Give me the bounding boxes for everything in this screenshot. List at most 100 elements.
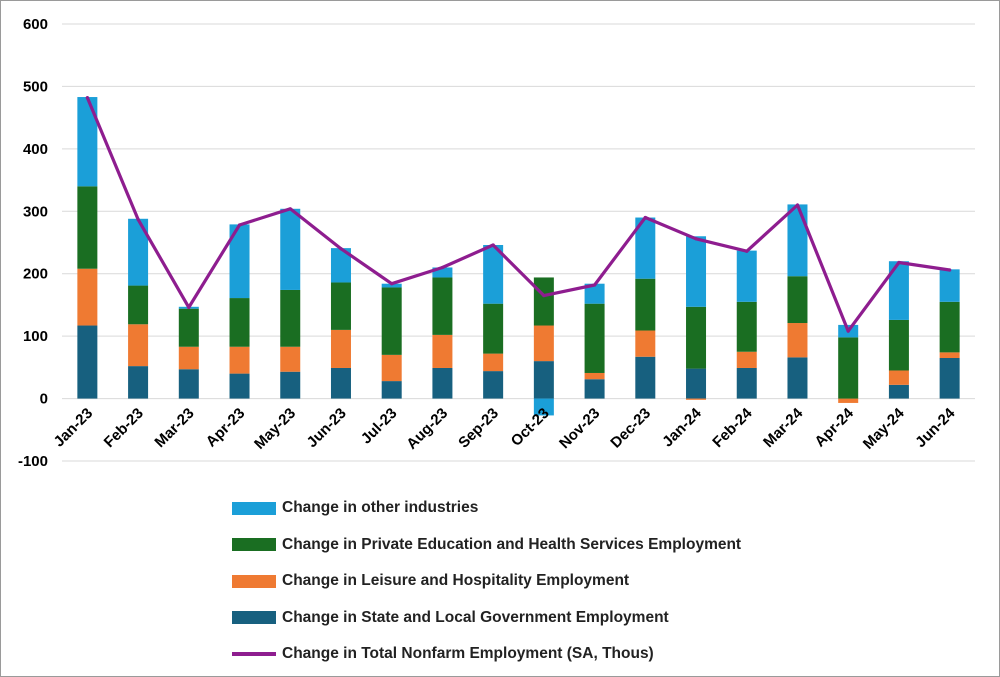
bar-segment-3-6 (381, 283, 402, 288)
bar-segment-2-9 (533, 277, 554, 326)
legend-label: Change in Leisure and Hospitality Employ… (282, 572, 630, 590)
y-tick-label: 200 (23, 266, 48, 283)
x-tick-label: Dec-23 (607, 405, 654, 452)
x-tick-label: May-23 (251, 405, 299, 453)
y-tick-label: 600 (23, 16, 48, 33)
bar-segment-3-3 (229, 224, 250, 299)
bar-segment-3-5 (330, 248, 351, 283)
legend-swatch (232, 574, 276, 588)
y-tick-label: 300 (23, 203, 48, 220)
x-tick-label: Mar-23 (151, 405, 197, 451)
total-nonfarm-point-15 (846, 329, 850, 333)
bar-segment-0-7 (432, 367, 453, 399)
x-tick-label: Oct-23 (508, 405, 553, 450)
total-nonfarm-point-14 (795, 203, 800, 207)
x-tick-label: Jun-24 (912, 404, 959, 451)
bar-segment-0-0 (77, 325, 98, 399)
bar-segment-3-8 (483, 244, 504, 304)
y-tick-label: 100 (23, 328, 48, 345)
bar-segment-0-10 (584, 379, 605, 399)
legend-label: Change in other industries (282, 499, 479, 517)
legend-swatch (232, 538, 276, 552)
bar-segment-2-15 (838, 337, 859, 399)
total-nonfarm-point-6 (390, 282, 394, 286)
total-nonfarm-point-4 (288, 207, 292, 211)
bar-segment-1-14 (787, 323, 808, 358)
x-tick-label: Apr-24 (811, 404, 857, 450)
bar-segment-3-16 (888, 261, 909, 320)
bar-segment-0-5 (330, 367, 351, 399)
bar-segment-1-11 (635, 330, 656, 357)
bar-segment-0-12 (686, 368, 707, 399)
total-nonfarm-point-3 (237, 223, 242, 227)
total-nonfarm-line (85, 96, 952, 333)
legend-label: Change in State and Local Government Emp… (282, 608, 669, 626)
total-nonfarm-point-7 (440, 265, 445, 270)
legend-label: Change in Total Nonfarm Employment (SA, … (282, 645, 654, 663)
total-nonfarm-point-1 (136, 217, 140, 222)
bar-segment-1-10 (584, 372, 605, 380)
bar-segment-1-2 (178, 346, 199, 370)
bar-segment-2-2 (178, 308, 199, 347)
x-tick-label: Apr-23 (203, 405, 249, 451)
bar-segment-0-14 (787, 357, 808, 399)
bar-segment-1-8 (483, 353, 504, 372)
x-tick-label: Aug-23 (403, 405, 451, 453)
total-nonfarm-point-0 (85, 96, 89, 100)
total-nonfarm-point-16 (897, 260, 901, 265)
bar-segment-3-13 (736, 250, 757, 302)
total-nonfarm-point-9 (542, 293, 546, 298)
bar-segment-3-12 (686, 236, 707, 307)
bar-segment-2-16 (888, 319, 909, 371)
bar-segment-1-5 (330, 329, 351, 368)
bar-segment-1-17 (939, 352, 960, 358)
bar-segment-2-7 (432, 277, 453, 335)
bar-segment-3-17 (939, 269, 960, 302)
bar-segment-0-17 (939, 357, 960, 399)
legend-item: Change in other industries (232, 490, 741, 527)
bar-segment-2-10 (584, 303, 605, 373)
bar-segment-3-9 (533, 398, 554, 416)
bar-segment-1-0 (77, 268, 98, 326)
bar-segment-2-5 (330, 282, 351, 330)
x-tick-label: May-24 (860, 404, 908, 452)
x-tick-label: Sep-23 (455, 405, 502, 452)
bar-segment-1-1 (128, 324, 149, 367)
bar-segment-2-1 (128, 285, 149, 325)
bar-segment-0-4 (280, 371, 301, 399)
total-nonfarm-point-10 (592, 283, 597, 287)
total-nonfarm-point-13 (745, 249, 749, 253)
bar-segment-0-13 (736, 367, 757, 399)
legend-swatch (232, 611, 276, 625)
bar-segment-1-12 (686, 398, 707, 400)
legend-swatch (232, 501, 276, 515)
bar-segment-3-4 (280, 208, 301, 290)
bar-segment-2-17 (939, 301, 960, 353)
bar-segment-1-15 (838, 398, 859, 403)
bar-segment-3-14 (787, 204, 808, 277)
x-tick-label: Nov-23 (556, 405, 603, 452)
bar-segment-1-16 (888, 370, 909, 385)
x-tick-label: Feb-24 (709, 404, 756, 451)
x-tick-label: Jan-24 (659, 404, 705, 450)
y-tick-label: 0 (40, 391, 48, 408)
bar-segment-0-16 (888, 384, 909, 399)
chart-legend: Change in other industries Change in Priv… (232, 490, 741, 673)
y-tick-label: -100 (18, 453, 48, 470)
bar-segment-3-1 (128, 218, 149, 286)
x-tick-label: Jun-23 (304, 405, 350, 451)
bar-segment-2-0 (77, 186, 98, 269)
total-nonfarm-point-5 (339, 247, 343, 251)
y-tick-label: 400 (23, 141, 48, 158)
legend-line-swatch (232, 652, 276, 657)
legend-item: Change in State and Local Government Emp… (232, 600, 741, 637)
bar-segment-1-4 (280, 346, 301, 372)
bar-segment-0-9 (533, 361, 554, 399)
x-tick-label: Jul-23 (358, 405, 401, 448)
bar-segment-2-13 (736, 301, 757, 352)
bar-segment-3-10 (584, 283, 605, 304)
bar-segment-2-12 (686, 306, 707, 369)
bar-segment-0-2 (178, 369, 199, 399)
bar-segment-0-6 (381, 381, 402, 399)
